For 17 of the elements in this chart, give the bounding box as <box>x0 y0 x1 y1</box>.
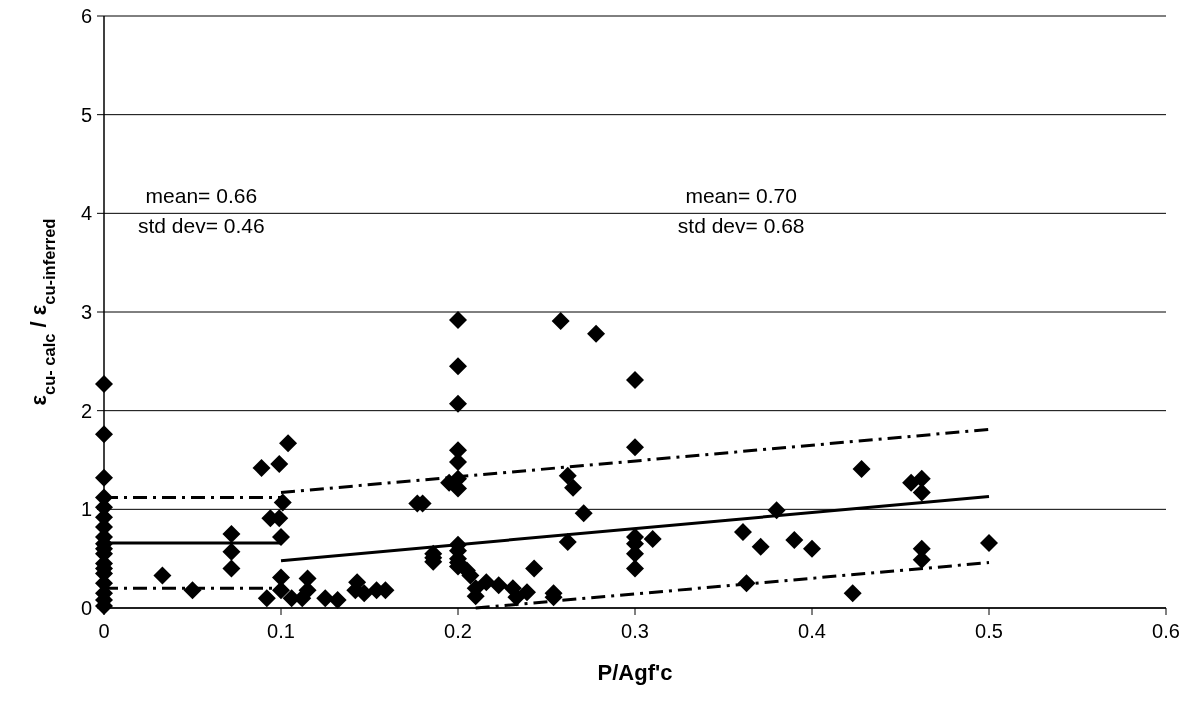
y-tick-label: 4 <box>80 202 92 225</box>
y-tick-label: 0 <box>80 597 92 619</box>
x-tick-label: 0.5 <box>975 620 1003 642</box>
x-axis-title: P/Agf'c <box>597 660 673 685</box>
y-tick-label: 1 <box>80 498 92 521</box>
annotation: mean= 0.66 std dev= 0.46 <box>138 184 265 238</box>
y-tick-label: 6 <box>80 5 92 27</box>
x-tick-label: 0.4 <box>798 620 826 642</box>
x-tick-label: 0.2 <box>444 620 472 642</box>
x-tick-label: 0.1 <box>267 620 295 642</box>
y-tick-label: 5 <box>80 103 92 126</box>
x-tick-label: 0.3 <box>621 620 649 642</box>
annotation: mean= 0.70 std dev= 0.68 <box>677 184 805 238</box>
y-tick-label: 2 <box>80 399 92 422</box>
x-tick-label: 0 <box>98 620 110 642</box>
y-tick-label: 3 <box>80 301 92 323</box>
x-tick-label: 0.6 <box>1152 620 1180 642</box>
